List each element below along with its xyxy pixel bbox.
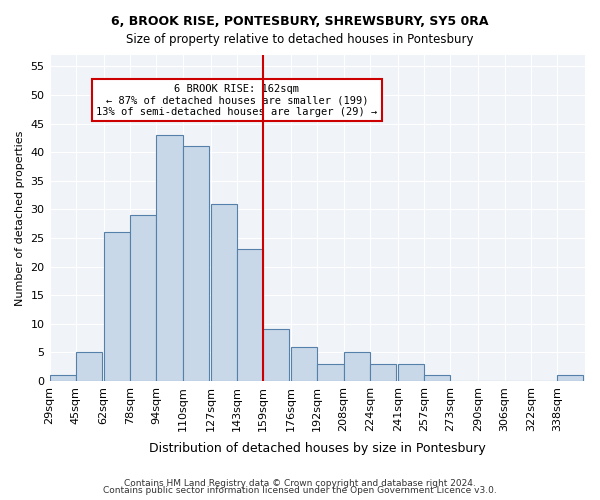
- Bar: [370, 364, 396, 381]
- Bar: [398, 364, 424, 381]
- Y-axis label: Number of detached properties: Number of detached properties: [15, 130, 25, 306]
- X-axis label: Distribution of detached houses by size in Pontesbury: Distribution of detached houses by size …: [149, 442, 485, 455]
- Bar: [50, 375, 76, 381]
- Bar: [237, 250, 263, 381]
- Bar: [157, 135, 182, 381]
- Bar: [182, 146, 209, 381]
- Bar: [424, 375, 451, 381]
- Bar: [130, 215, 157, 381]
- Bar: [291, 346, 317, 381]
- Bar: [104, 232, 130, 381]
- Text: Contains public sector information licensed under the Open Government Licence v3: Contains public sector information licen…: [103, 486, 497, 495]
- Bar: [76, 352, 102, 381]
- Bar: [211, 204, 237, 381]
- Text: 6, BROOK RISE, PONTESBURY, SHREWSBURY, SY5 0RA: 6, BROOK RISE, PONTESBURY, SHREWSBURY, S…: [111, 15, 489, 28]
- Bar: [263, 330, 289, 381]
- Text: Size of property relative to detached houses in Pontesbury: Size of property relative to detached ho…: [126, 32, 474, 46]
- Bar: [344, 352, 370, 381]
- Text: Contains HM Land Registry data © Crown copyright and database right 2024.: Contains HM Land Registry data © Crown c…: [124, 478, 476, 488]
- Bar: [557, 375, 583, 381]
- Text: 6 BROOK RISE: 162sqm
← 87% of detached houses are smaller (199)
13% of semi-deta: 6 BROOK RISE: 162sqm ← 87% of detached h…: [96, 84, 377, 117]
- Bar: [317, 364, 344, 381]
